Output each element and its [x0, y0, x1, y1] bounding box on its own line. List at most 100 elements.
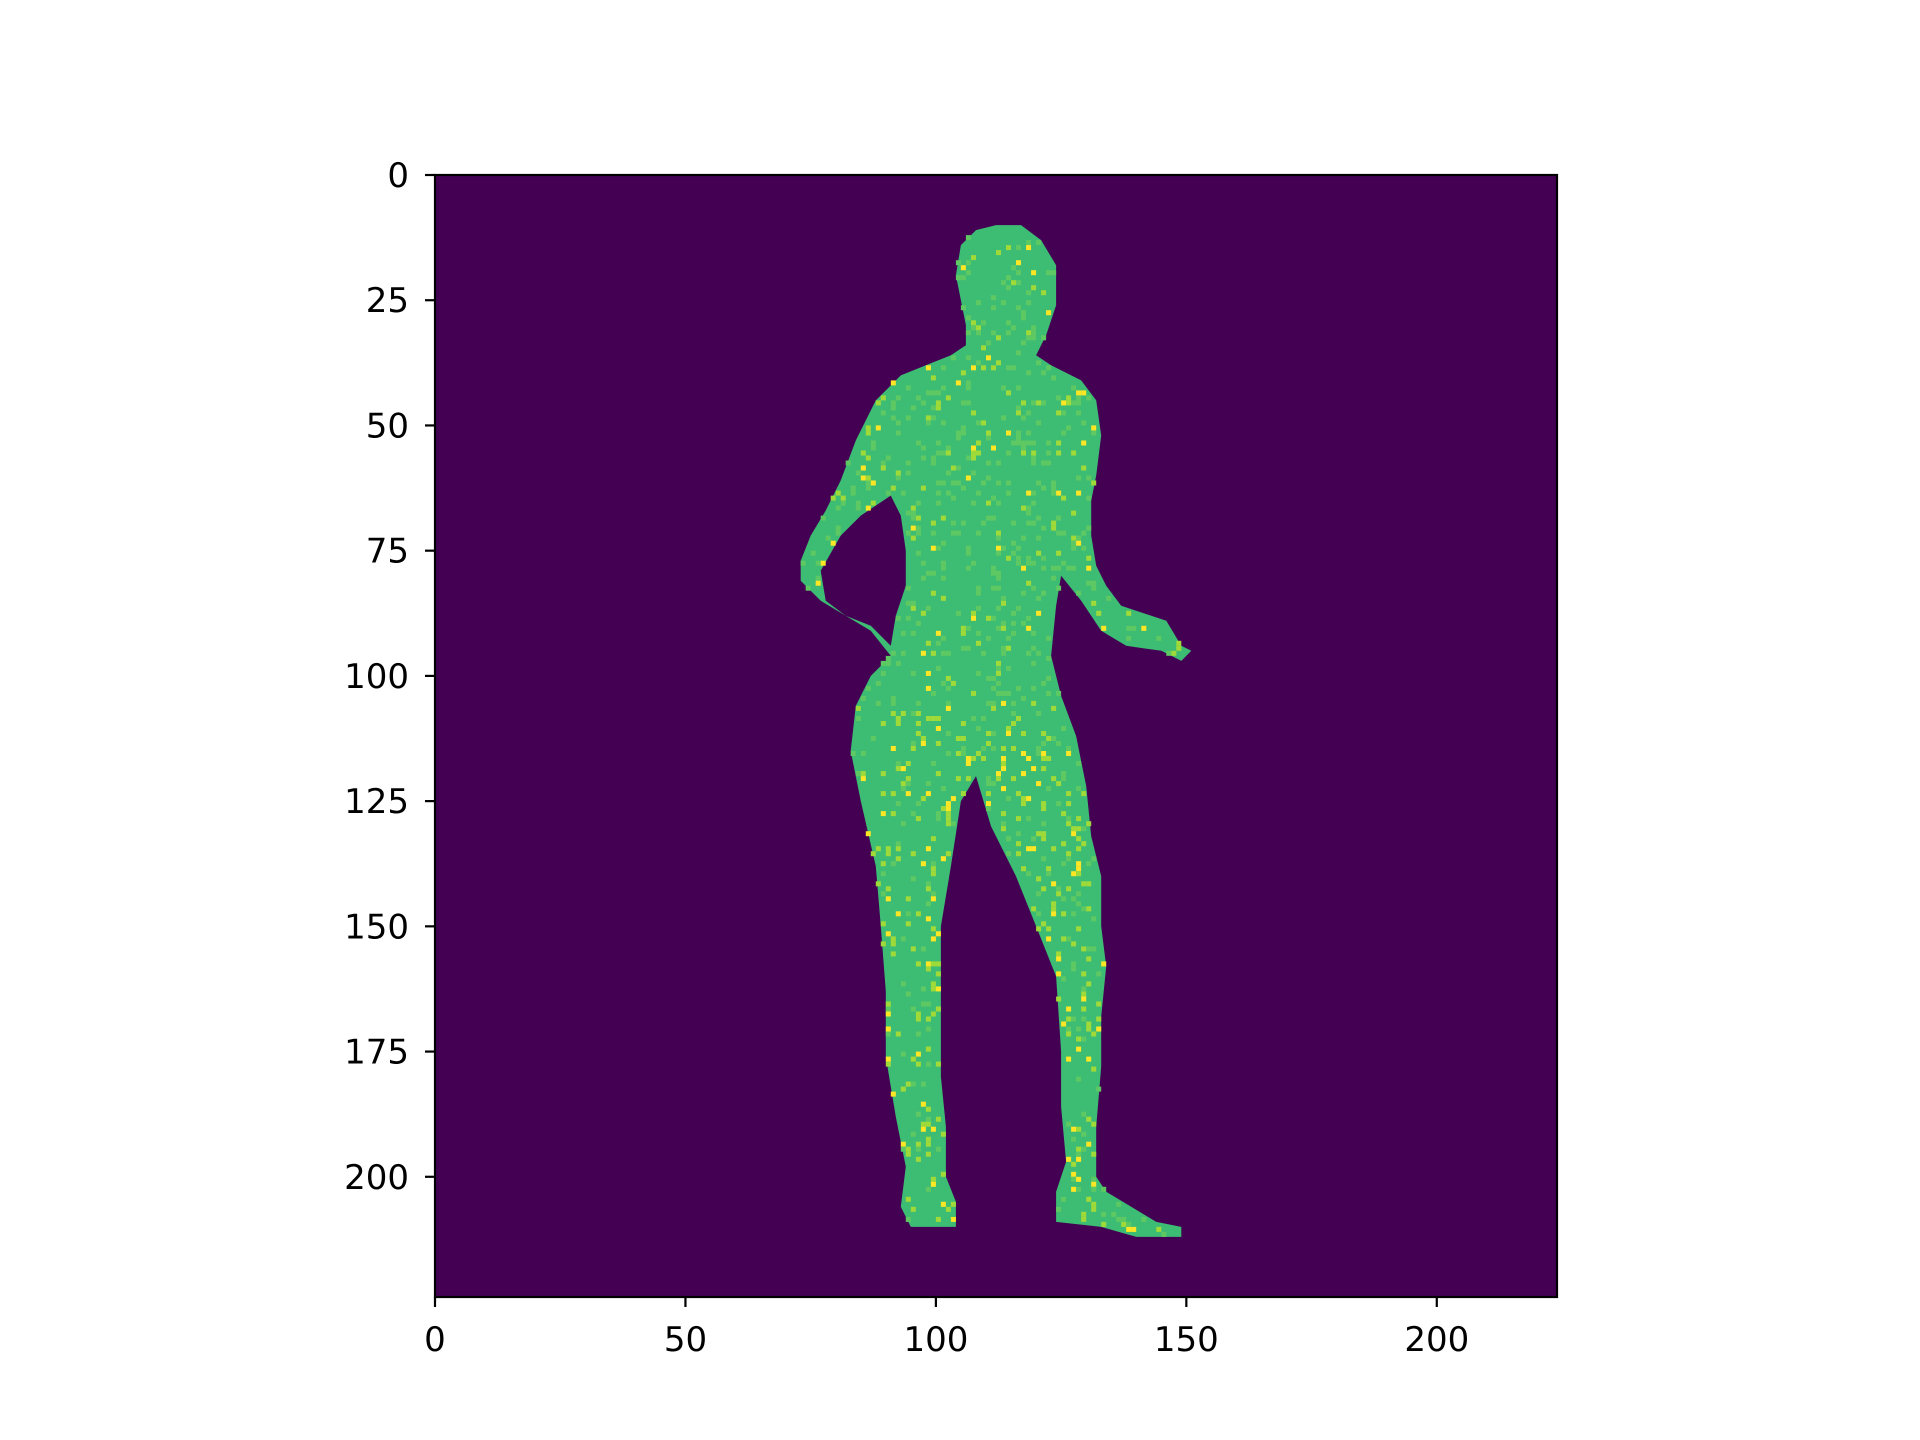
speckle-pixel	[930, 545, 936, 551]
speckle-pixel	[930, 415, 936, 421]
y-tick-label: 150	[344, 907, 409, 947]
speckle-pixel	[1076, 1036, 1082, 1042]
speckle-pixel	[1061, 430, 1067, 436]
speckle-pixel	[1091, 946, 1097, 952]
speckle-pixel	[925, 415, 931, 421]
speckle-pixel	[1091, 1181, 1097, 1187]
speckle-pixel	[1041, 741, 1047, 747]
speckle-pixel	[1081, 1216, 1087, 1222]
speckle-pixel	[981, 345, 987, 351]
speckle-pixel	[1066, 1056, 1072, 1062]
speckle-pixel	[1076, 786, 1082, 792]
y-tick-label: 75	[366, 532, 409, 572]
speckle-pixel	[996, 535, 1002, 541]
speckle-pixel	[940, 806, 946, 812]
speckle-pixel	[971, 410, 977, 416]
speckle-pixel	[900, 786, 906, 792]
speckle-pixel	[920, 455, 926, 461]
speckle-pixel	[1041, 335, 1047, 341]
speckle-pixel	[930, 936, 936, 942]
speckle-pixel	[1001, 595, 1007, 601]
speckle-pixel	[945, 700, 951, 706]
speckle-pixel	[855, 716, 861, 722]
speckle-pixel	[1061, 976, 1067, 982]
speckle-pixel	[1026, 410, 1032, 416]
speckle-pixel	[1051, 705, 1057, 711]
speckle-pixel	[1126, 610, 1132, 616]
speckle-pixel	[915, 515, 921, 521]
speckle-pixel	[935, 1006, 941, 1012]
speckle-pixel	[910, 811, 916, 817]
speckle-pixel	[910, 1131, 916, 1137]
speckle-pixel	[996, 550, 1002, 556]
speckle-pixel	[1081, 440, 1087, 446]
speckle-pixel	[1001, 645, 1007, 651]
speckle-pixel	[885, 1006, 891, 1012]
speckle-pixel	[1071, 1176, 1077, 1182]
speckle-pixel	[1036, 751, 1042, 757]
speckle-pixel	[1016, 245, 1022, 251]
speckle-pixel	[860, 475, 866, 481]
speckle-pixel	[930, 961, 936, 967]
speckle-pixel	[1066, 751, 1072, 757]
speckle-pixel	[1021, 751, 1027, 757]
speckle-pixel	[885, 931, 891, 937]
speckle-pixel	[1091, 1066, 1097, 1072]
speckle-pixel	[996, 605, 1002, 611]
speckle-pixel	[910, 600, 916, 606]
speckle-pixel	[910, 746, 916, 752]
speckle-pixel	[885, 1061, 891, 1067]
speckle-pixel	[1041, 731, 1047, 737]
speckle-pixel	[870, 500, 876, 506]
speckle-pixel	[971, 560, 977, 566]
speckle-pixel	[895, 395, 901, 401]
speckle-pixel	[1011, 540, 1017, 546]
speckle-pixel	[976, 490, 982, 496]
speckle-pixel	[1046, 936, 1052, 942]
speckle-pixel	[905, 1081, 911, 1087]
speckle-pixel	[1056, 585, 1062, 591]
speckle-pixel	[1021, 400, 1027, 406]
speckle-pixel	[1121, 1221, 1127, 1227]
speckle-pixel	[996, 575, 1002, 581]
speckle-pixel	[1026, 816, 1032, 822]
speckle-pixel	[996, 335, 1002, 341]
speckle-pixel	[890, 415, 896, 421]
speckle-pixel	[971, 450, 977, 456]
speckle-pixel	[920, 650, 926, 656]
speckle-pixel	[860, 771, 866, 777]
speckle-pixel	[1011, 711, 1017, 717]
speckle-pixel	[1011, 280, 1017, 286]
speckle-pixel	[986, 435, 992, 441]
speckle-pixel	[955, 430, 961, 436]
speckle-pixel	[1071, 896, 1077, 902]
speckle-pixel	[1016, 440, 1022, 446]
speckle-pixel	[840, 495, 846, 501]
speckle-pixel	[905, 776, 911, 782]
speckle-pixel	[1041, 565, 1047, 571]
speckle-pixel	[915, 731, 921, 737]
speckle-pixel	[1016, 685, 1022, 691]
speckle-pixel	[945, 675, 951, 681]
speckle-pixel	[996, 570, 1002, 576]
speckle-pixel	[1091, 1201, 1097, 1207]
speckle-pixel	[1076, 1026, 1082, 1032]
speckle-pixel	[1051, 846, 1057, 852]
speckle-pixel	[1081, 826, 1087, 832]
speckle-pixel	[930, 650, 936, 656]
speckle-pixel	[1006, 645, 1012, 651]
speckle-pixel	[905, 385, 911, 391]
speckle-pixel	[945, 811, 951, 817]
speckle-pixel	[875, 425, 881, 431]
speckle-pixel	[1061, 776, 1067, 782]
speckle-pixel	[1006, 480, 1012, 486]
speckle-pixel	[1071, 1186, 1077, 1192]
y-tick-label: 50	[366, 406, 409, 446]
speckle-pixel	[1086, 1116, 1092, 1122]
speckle-pixel	[1016, 305, 1022, 311]
speckle-pixel	[945, 395, 951, 401]
speckle-pixel	[1056, 996, 1062, 1002]
speckle-pixel	[1001, 700, 1007, 706]
speckle-pixel	[1011, 365, 1017, 371]
speckle-pixel	[1086, 1026, 1092, 1032]
